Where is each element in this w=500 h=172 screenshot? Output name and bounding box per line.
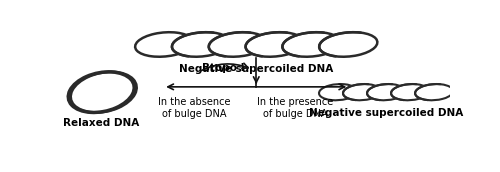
Polygon shape [343, 84, 368, 100]
Text: Btopo I: Btopo I [202, 63, 244, 73]
Polygon shape [367, 84, 392, 100]
Text: In the presence
of bulge DNA: In the presence of bulge DNA [257, 98, 333, 119]
Text: Negative supercoiled DNA: Negative supercoiled DNA [179, 64, 334, 74]
Polygon shape [319, 32, 361, 56]
Polygon shape [282, 32, 324, 56]
Polygon shape [246, 32, 287, 56]
Polygon shape [391, 84, 416, 100]
Text: Negative supercoiled DNA: Negative supercoiled DNA [309, 108, 463, 118]
Polygon shape [209, 32, 250, 56]
Text: Relaxed DNA: Relaxed DNA [63, 118, 140, 128]
Polygon shape [415, 84, 440, 100]
Text: In the absence
of bulge DNA: In the absence of bulge DNA [158, 98, 230, 119]
Polygon shape [172, 32, 214, 56]
